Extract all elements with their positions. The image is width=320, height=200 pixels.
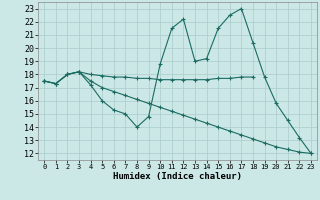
X-axis label: Humidex (Indice chaleur): Humidex (Indice chaleur) xyxy=(113,172,242,181)
